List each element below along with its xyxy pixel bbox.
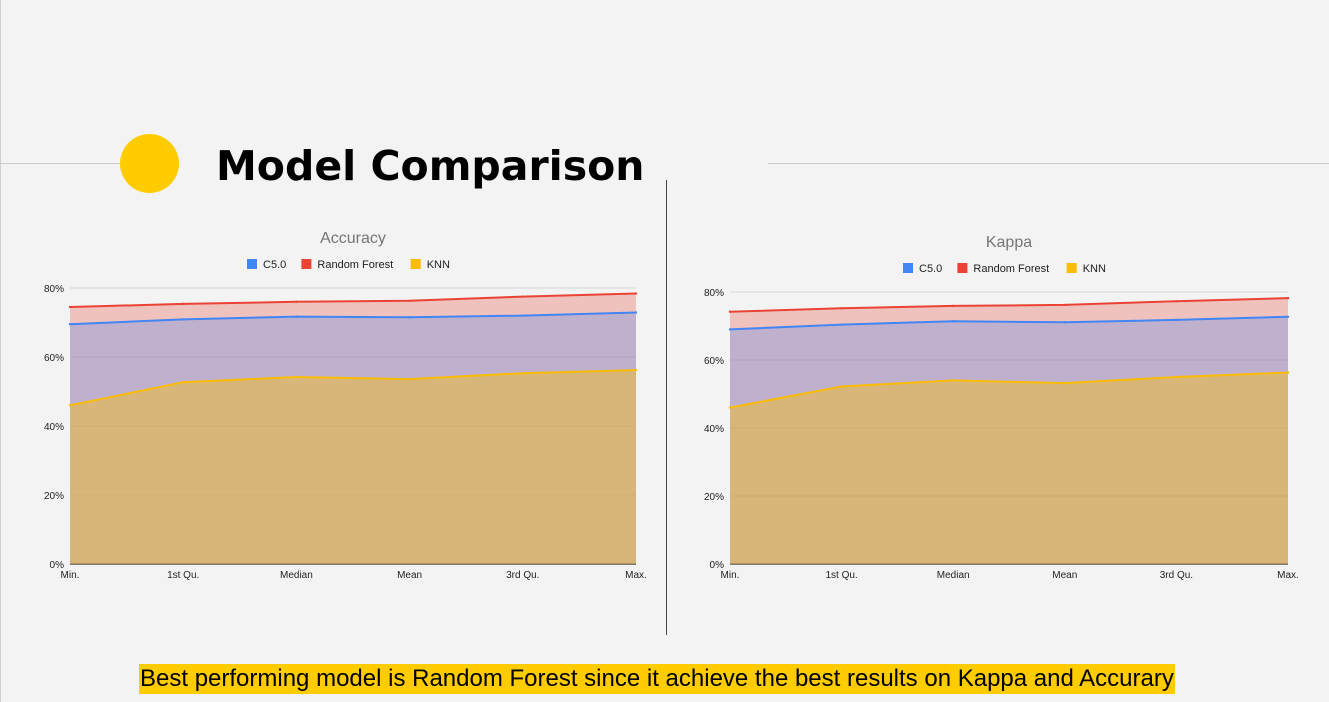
y-tick-label: 80% <box>704 288 724 299</box>
point-random-forest <box>1063 303 1066 307</box>
point-random-forest <box>634 292 638 295</box>
x-tick-label: Mean <box>397 570 422 581</box>
x-tick-label: Median <box>280 570 313 581</box>
point-random-forest <box>408 299 411 302</box>
conclusion-text: Best performing model is Random Forest s… <box>139 664 1175 694</box>
x-tick-label: 3rd Qu. <box>506 570 539 581</box>
line-knn <box>729 371 1289 409</box>
x-tick-label: Median <box>937 570 970 581</box>
point-knn <box>1175 375 1178 379</box>
chart-title: Accuracy <box>320 230 386 247</box>
x-tick-label: 1st Qu. <box>825 570 857 581</box>
x-tick-label: Max. <box>1277 570 1299 581</box>
point-c5-0 <box>1286 315 1290 319</box>
point-c5-0 <box>952 320 955 323</box>
legend-label-random-forest: Random Forest <box>973 263 1049 275</box>
point-knn <box>68 404 72 407</box>
point-c5-0 <box>1063 321 1066 324</box>
slide-left-border <box>0 0 1 702</box>
y-tick-label: 0% <box>50 560 65 571</box>
point-c5-0 <box>182 318 185 321</box>
legend-swatch-random-forest <box>957 263 968 273</box>
line-random-forest <box>729 297 1289 313</box>
kappa-chart: Kappa C5.0 Random Forest KNN 0% 20% 40% 60% 80% M… <box>704 234 1299 581</box>
legend-label-c5-0: C5.0 <box>263 259 286 271</box>
point-random-forest <box>68 305 72 309</box>
point-knn <box>952 379 955 382</box>
point-c5-0 <box>68 323 72 326</box>
y-tick-label: 40% <box>704 424 724 435</box>
y-tick-label: 40% <box>44 422 64 433</box>
title-accent-dot <box>120 134 179 193</box>
point-c5-0 <box>408 316 411 319</box>
chart-legend: C5.0 Random Forest KNN <box>247 259 450 271</box>
point-c5-0 <box>728 328 732 331</box>
x-tick-label: Mean <box>1052 570 1077 581</box>
area-random-forest <box>730 298 1288 564</box>
legend-label-random-forest: Random Forest <box>317 259 393 271</box>
chart-divider <box>666 180 667 635</box>
point-random-forest <box>1286 296 1290 300</box>
legend-swatch-c5-0 <box>903 263 913 273</box>
y-tick-label: 80% <box>44 284 64 295</box>
y-tick-label: 20% <box>44 491 64 502</box>
point-random-forest <box>840 307 843 310</box>
point-c5-0 <box>295 315 298 318</box>
point-knn <box>408 377 411 381</box>
point-knn <box>182 380 185 384</box>
point-knn <box>1063 381 1066 385</box>
chart-legend: C5.0 Random Forest KNN <box>903 263 1106 275</box>
y-tick-label: 60% <box>44 353 64 364</box>
point-knn <box>634 368 638 372</box>
legend-swatch-knn <box>410 259 421 269</box>
legend-swatch-random-forest <box>301 259 312 269</box>
point-random-forest <box>1175 299 1178 303</box>
x-tick-label: 1st Qu. <box>167 570 199 581</box>
y-tick-label: 0% <box>710 560 725 571</box>
legend-label-c5-0: C5.0 <box>919 263 942 275</box>
point-knn <box>1286 371 1290 374</box>
point-random-forest <box>952 304 955 308</box>
area-random-forest <box>70 293 636 564</box>
point-c5-0 <box>1175 318 1178 322</box>
point-random-forest <box>295 300 298 303</box>
point-c5-0 <box>634 311 638 314</box>
title-rule-right <box>768 163 1329 164</box>
point-knn <box>728 406 732 409</box>
point-knn <box>840 385 843 388</box>
line-random-forest <box>69 292 637 308</box>
point-random-forest <box>728 310 732 313</box>
line-c5-0 <box>69 311 637 326</box>
y-tick-label: 20% <box>704 492 724 503</box>
chart-title: Kappa <box>986 234 1032 251</box>
x-tick-label: 3rd Qu. <box>1160 570 1193 581</box>
line-knn <box>69 369 637 407</box>
legend-label-knn: KNN <box>1083 263 1106 275</box>
point-knn <box>295 375 298 379</box>
point-c5-0 <box>840 323 843 326</box>
legend-swatch-knn <box>1066 263 1077 273</box>
title-rule-left <box>0 163 124 164</box>
point-knn <box>521 372 524 375</box>
line-c5-0 <box>729 315 1289 331</box>
area-knn <box>70 370 636 564</box>
point-c5-0 <box>521 314 524 317</box>
x-tick-label: Max. <box>625 570 647 581</box>
x-tick-label: Min. <box>721 570 740 581</box>
point-random-forest <box>182 302 185 306</box>
accuracy-chart: Accuracy C5.0 Random Forest KNN 0% 20% 40% 60% 8… <box>44 230 647 581</box>
legend-swatch-c5-0 <box>247 259 257 269</box>
area-knn <box>730 372 1288 564</box>
y-tick-label: 60% <box>704 356 724 367</box>
point-random-forest <box>521 295 524 298</box>
slide-title: Model Comparison <box>216 142 645 190</box>
legend-label-knn: KNN <box>427 259 450 271</box>
x-tick-label: Min. <box>61 570 80 581</box>
